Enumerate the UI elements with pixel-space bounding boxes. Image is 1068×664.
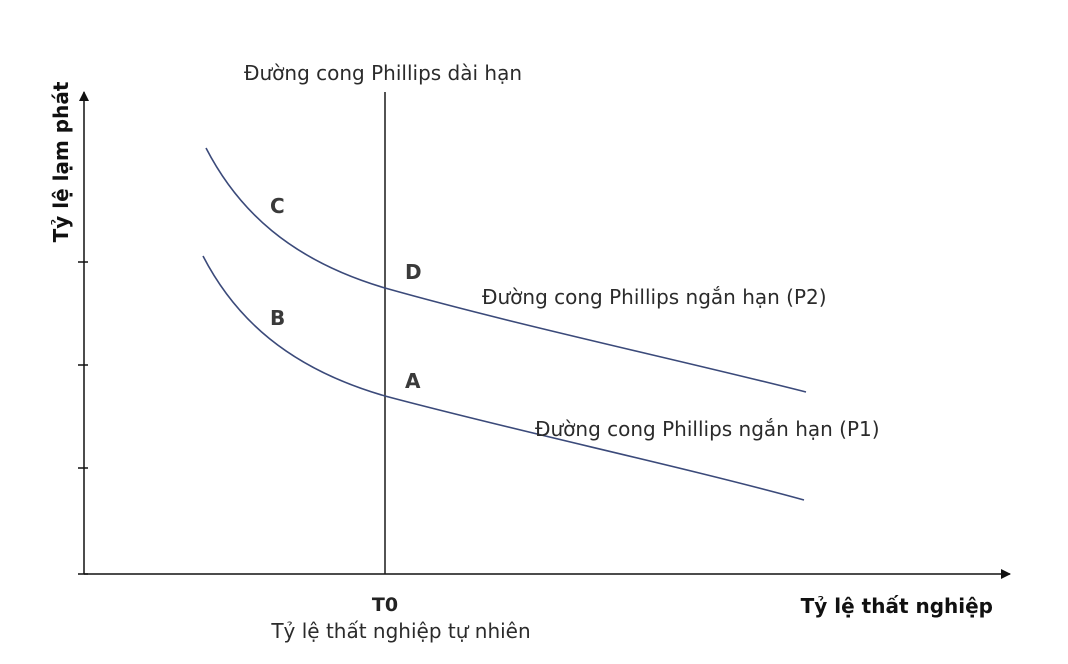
short-run-p2-label: Đường cong Phillips ngắn hạn (P2) [482,285,827,309]
y-axis-title: Tỷ lệ lạm phát [49,81,73,242]
point-c-label: C [270,194,285,218]
point-a-label: A [405,369,421,393]
natural-rate-label: Tỷ lệ thất nghiệp tự nhiên [270,619,530,643]
natural-rate-tick-label: T0 [372,594,398,616]
long-run-curve-label: Đường cong Phillips dài hạn [244,61,522,85]
short-run-phillips-curve-p2 [205,147,807,393]
short-run-phillips-curve-p1 [202,255,805,501]
x-axis-title: Tỷ lệ thất nghiệp [801,594,993,618]
point-d-label: D [405,260,422,284]
point-b-label: B [270,306,285,330]
short-run-p1-label: Đường cong Phillips ngắn hạn (P1) [535,417,880,441]
